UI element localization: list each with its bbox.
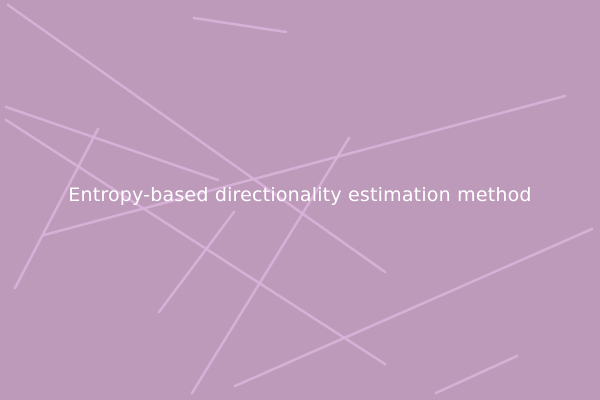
decorative-line <box>434 354 519 395</box>
decorative-line <box>42 94 567 237</box>
decorative-line <box>4 105 220 182</box>
decorative-line <box>233 227 594 388</box>
decorative-line <box>157 210 236 314</box>
decorative-line <box>190 136 351 395</box>
decorative-line <box>192 16 288 34</box>
decorative-line <box>13 127 100 290</box>
decorative-line <box>6 3 387 274</box>
page-title: Entropy-based directionality estimation … <box>68 184 532 206</box>
decorative-line <box>4 118 387 366</box>
